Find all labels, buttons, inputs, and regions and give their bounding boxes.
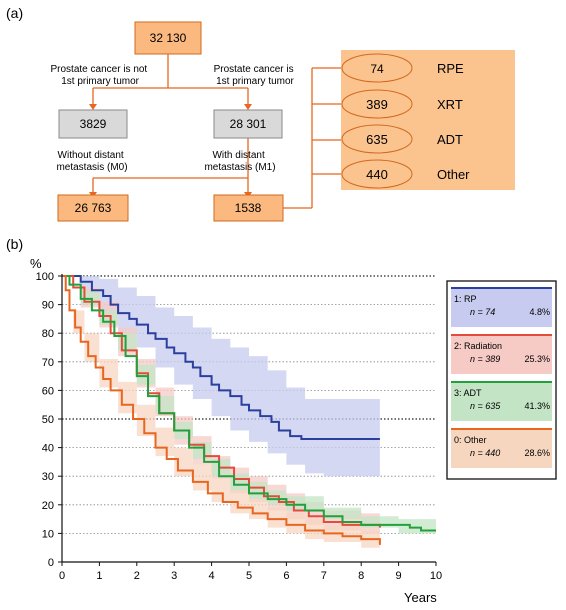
panel-b-label: (b) [6,236,23,252]
panel-a-label: (a) [6,5,23,21]
x-tick-10: 10 [430,570,442,582]
x-axis-label: Years [404,590,437,605]
curve-series-0 [62,275,380,441]
legend-pct-2: 41.3% [524,401,550,411]
y-tick-labels: 0 10 20 30 40 50 60 70 80 90 100 [36,271,62,569]
y-tick-80: 80 [42,328,54,340]
treatment-rpe-count: 74 [370,62,384,76]
legend-label-1: 2: Radiation [454,341,502,351]
legend-bg-1 [451,334,552,374]
x-tick-9: 9 [396,570,402,582]
y-tick-100: 100 [36,271,54,283]
y-tick-70: 70 [42,357,54,369]
y-tick-40: 40 [42,443,54,455]
y-tick-50: 50 [42,414,54,426]
survival-curves [62,275,436,545]
y-axis-label: % [30,256,42,271]
legend-label-2: 3: ADT [454,388,482,398]
curve-series-3 [62,275,381,545]
m1-box [213,194,284,222]
treatment-other-count: 440 [366,167,388,182]
m1-note: With distant metastasis (M1) [204,150,275,173]
legend-n-3: n = 440 [470,448,500,458]
x-tick-8: 8 [358,570,364,582]
treatment-rpe: 74 RPE [341,53,464,83]
included-box [213,109,283,139]
left-branch-note: Prostate cancer is not 1st primary tumor [51,64,151,87]
panel-a: (a) 32 130 Prost [6,5,515,222]
excluded-box [58,109,128,139]
legend-n-2: n = 635 [470,401,501,411]
x-tick-0: 0 [59,570,65,582]
flow-connectors [92,54,342,209]
root-box [134,21,202,55]
legend: 1: RP n = 74 4.8% 2: Radiation n = 389 25.3% 3… [446,280,557,480]
y-tick-0: 0 [48,557,54,569]
m0-box-value: 26 763 [75,201,112,215]
included-box-value: 28 301 [230,117,267,131]
treatment-other-label: Other [437,167,470,182]
treatment-xrt: 389 XRT [341,89,463,119]
legend-n-1: n = 389 [470,354,500,364]
y-tick-60: 60 [42,385,54,397]
m1-box-value: 1538 [235,201,262,215]
x-tick-4: 4 [209,570,215,582]
legend-bg-0 [451,287,552,327]
legend-pct-1: 25.3% [524,354,550,364]
y-tick-90: 90 [42,300,54,312]
panel-b: (b) % Years 0 10 20 30 40 50 60 70 80 90 100 0 1 2 3 4… [6,236,557,605]
treatment-rpe-label: RPE [437,61,464,76]
ci-band-series-0 [62,276,380,477]
m0-note: Without distant metastasis (M0) [56,150,127,173]
x-tick-2: 2 [134,570,140,582]
x-tick-7: 7 [321,570,327,582]
y-tick-20: 20 [42,500,54,512]
treatment-adt-count: 635 [366,132,388,147]
treatment-adt: 635 ADT [341,124,463,154]
legend-bg-3 [451,428,552,468]
ci-band-series-3 [62,276,380,551]
treatment-xrt-label: XRT [437,97,463,112]
y-tick-10: 10 [42,528,54,540]
treatment-xrt-count: 389 [366,97,388,112]
x-tick-1: 1 [96,570,102,582]
treatment-adt-label: ADT [437,132,463,147]
legend-pct-3: 28.6% [524,448,550,458]
treatment-other: 440 Other [341,159,470,189]
y-tick-30: 30 [42,471,54,483]
root-box-value: 32 130 [150,31,187,45]
legend-label-0: 1: RP [454,294,477,304]
x-tick-labels: 0 1 2 3 4 5 6 7 8 9 10 [59,562,442,582]
excluded-box-value: 3829 [80,117,107,131]
m0-box [57,194,129,222]
legend-label-3: 0: Other [454,435,487,445]
x-tick-6: 6 [283,570,289,582]
legend-n-0: n = 74 [470,307,495,317]
curve-series-2 [62,275,436,532]
x-tick-5: 5 [246,570,252,582]
confidence-bands [62,276,436,551]
legend-bg-2 [451,381,552,421]
x-tick-3: 3 [171,570,177,582]
legend-pct-0: 4.8% [529,307,550,317]
right-branch-note: Prostate cancer is 1st primary tumor [214,64,297,87]
